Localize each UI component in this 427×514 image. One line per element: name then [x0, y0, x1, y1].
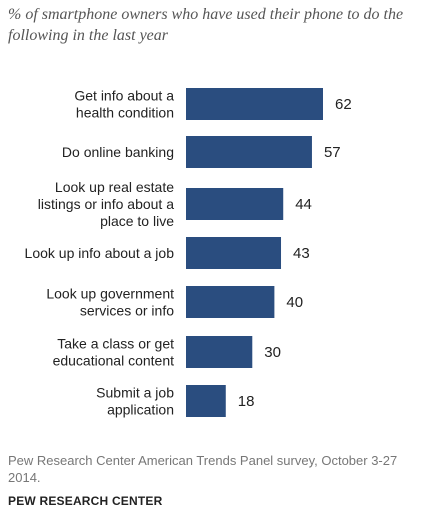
category-label-1: Do online banking — [62, 144, 174, 160]
data-label-6: 18 — [238, 393, 255, 410]
data-label-3: 43 — [293, 245, 310, 262]
data-label-1: 57 — [324, 144, 341, 161]
bar-1 — [186, 136, 312, 168]
source-note: Pew Research Center American Trends Pane… — [8, 453, 398, 485]
data-label-2: 44 — [295, 196, 312, 213]
data-label-0: 62 — [335, 96, 352, 113]
brand-name: PEW RESEARCH CENTER — [8, 494, 163, 508]
bar-6 — [186, 385, 226, 417]
category-label-3: Look up info about a job — [25, 245, 175, 261]
category-label-0: Get info about a health condition — [74, 88, 174, 121]
bar-4 — [186, 286, 275, 318]
data-label-5: 30 — [264, 344, 281, 361]
category-label-5: Take a class or get educational content — [53, 336, 175, 369]
chart-title: % of smartphone owners who have used the… — [8, 6, 404, 44]
category-label-2: Look up real estate listings or info abou… — [38, 179, 174, 229]
category-label-6: Submit a job application — [96, 385, 174, 418]
bar-5 — [186, 336, 253, 368]
category-label-4: Look up government services or info — [46, 286, 174, 319]
bar-chart: 62 Get info about a health condition 57 Do o… — [25, 88, 352, 418]
bar-2 — [186, 188, 284, 220]
bar-3 — [186, 237, 282, 269]
bar-0 — [186, 88, 323, 120]
data-label-4: 40 — [286, 294, 303, 311]
